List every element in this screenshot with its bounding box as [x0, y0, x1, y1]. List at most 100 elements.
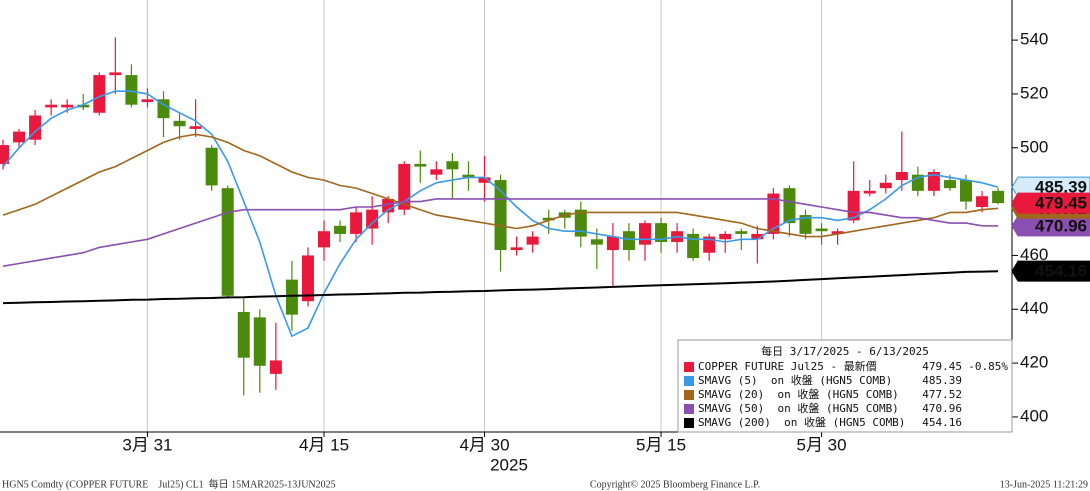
legend-label: SMAVG (50) on 收盤 (HGN5 COMB) — [698, 401, 899, 415]
candle-body — [285, 279, 298, 315]
legend-box — [677, 339, 1013, 433]
legend: 每日 3/17/2025 - 6/13/2025 COPPER FUTURE J… — [677, 339, 1013, 433]
candle-body — [237, 311, 250, 358]
candle-body — [574, 209, 587, 237]
candle-body — [221, 188, 234, 296]
legend-swatch — [684, 362, 694, 372]
footer-center: Copyright© 2025 Bloomberg Finance L.P. — [590, 479, 760, 490]
candle-body — [815, 228, 828, 232]
legend-swatch — [684, 376, 694, 386]
legend-value: 477.52 — [922, 388, 962, 401]
candle-body — [655, 223, 668, 242]
candle-body — [189, 126, 202, 129]
x-tick-label: 4月 15 — [299, 435, 349, 454]
candle-body — [831, 231, 844, 234]
value-tag — [1011, 192, 1090, 214]
candle-body — [318, 231, 330, 248]
candle-body — [366, 209, 379, 229]
moving-average-line — [2, 198, 999, 267]
candle-body — [61, 104, 74, 108]
legend-change: -0.85% — [968, 360, 1008, 373]
plot — [0, 37, 1005, 396]
moving-average-line — [2, 90, 999, 338]
candle-body — [719, 233, 732, 240]
candle-body — [109, 72, 122, 76]
candle-body — [526, 236, 539, 245]
value-tag — [1011, 215, 1090, 237]
candle-body — [751, 233, 764, 240]
footer-right: 13-Jun-2025 11:21:29 — [1000, 479, 1088, 490]
value-tag — [1011, 260, 1090, 282]
candle-body — [462, 174, 475, 178]
candle-body — [398, 163, 411, 210]
y-tick-label: 420 — [1020, 353, 1048, 372]
candle-body — [863, 190, 876, 194]
y-tick-label: 440 — [1020, 299, 1048, 318]
y-tick-label: 460 — [1020, 245, 1048, 264]
candle-body — [510, 247, 523, 251]
candle-body — [703, 236, 716, 253]
legend-label: SMAVG (5) on 收盤 (HGN5 COMB) — [698, 373, 892, 387]
moving-average-line — [2, 270, 999, 305]
x-tick-label: 5月 30 — [797, 435, 847, 454]
candle-body — [590, 239, 603, 245]
legend-value: 454.16 — [922, 416, 962, 429]
value-tag-label: 485.39 — [1035, 178, 1087, 197]
x-axis-label: 2025 — [490, 455, 528, 474]
candle-body — [606, 236, 619, 251]
x-tick-label: 3月 31 — [122, 435, 172, 454]
candle-body — [350, 212, 363, 234]
x-tick-label: 5月 15 — [636, 435, 686, 454]
y-tick-label: 540 — [1020, 30, 1048, 49]
candle-body — [992, 190, 1005, 204]
candle-body — [141, 99, 154, 103]
candle-body — [478, 177, 491, 183]
legend-swatch — [684, 390, 694, 400]
value-tag-label: 479.45 — [1035, 194, 1087, 213]
y-tick-label: 500 — [1020, 137, 1048, 156]
legend-swatch — [684, 418, 694, 428]
legend-label: COPPER FUTURE Jul25 - 最新價 — [698, 359, 877, 373]
candle-body — [687, 233, 700, 259]
moving-average-line — [2, 133, 999, 238]
y-tick-label: 400 — [1020, 406, 1048, 425]
legend-swatch — [684, 404, 694, 414]
value-tag-label: 454.16 — [1035, 262, 1087, 281]
candle-body — [430, 169, 443, 175]
grid — [146, 0, 823, 432]
candle-body — [494, 180, 507, 251]
candle-body — [77, 104, 90, 108]
footer-left: HGN5 Comdty (COPPER FUTURE Jul25) CL1 每日… — [2, 477, 336, 490]
candle-body — [927, 171, 940, 191]
candle-body — [879, 182, 892, 189]
candle-body — [542, 217, 555, 221]
candle-body — [29, 115, 42, 140]
candle-body — [414, 163, 427, 167]
candle-body — [205, 147, 218, 186]
y-tick-label: 520 — [1020, 83, 1048, 102]
candle-body — [622, 231, 635, 251]
candle-body — [895, 171, 908, 181]
candle-body — [943, 180, 956, 189]
candle-body — [253, 317, 266, 366]
candle-body — [960, 180, 972, 202]
legend-value: 485.39 — [922, 374, 962, 387]
legend-value: 479.45 — [922, 360, 962, 373]
candle-body — [767, 193, 780, 234]
candle-body — [157, 99, 170, 119]
legend-title: 每日 3/17/2025 - 6/13/2025 — [761, 344, 929, 358]
candle-body — [446, 161, 459, 170]
legend-label: SMAVG (20) on 收盤 (HGN5 COMB) — [698, 387, 899, 401]
candle-body — [13, 131, 26, 143]
candle-body — [45, 104, 58, 108]
value-tag-label: 470.96 — [1035, 216, 1087, 235]
candle-body — [0, 145, 9, 164]
candle-body — [735, 231, 748, 234]
candle-body — [334, 225, 347, 234]
candle-body — [93, 75, 106, 113]
x-tick-label: 4月 30 — [459, 435, 509, 454]
candle-body — [783, 188, 796, 224]
candle-body — [976, 196, 989, 207]
